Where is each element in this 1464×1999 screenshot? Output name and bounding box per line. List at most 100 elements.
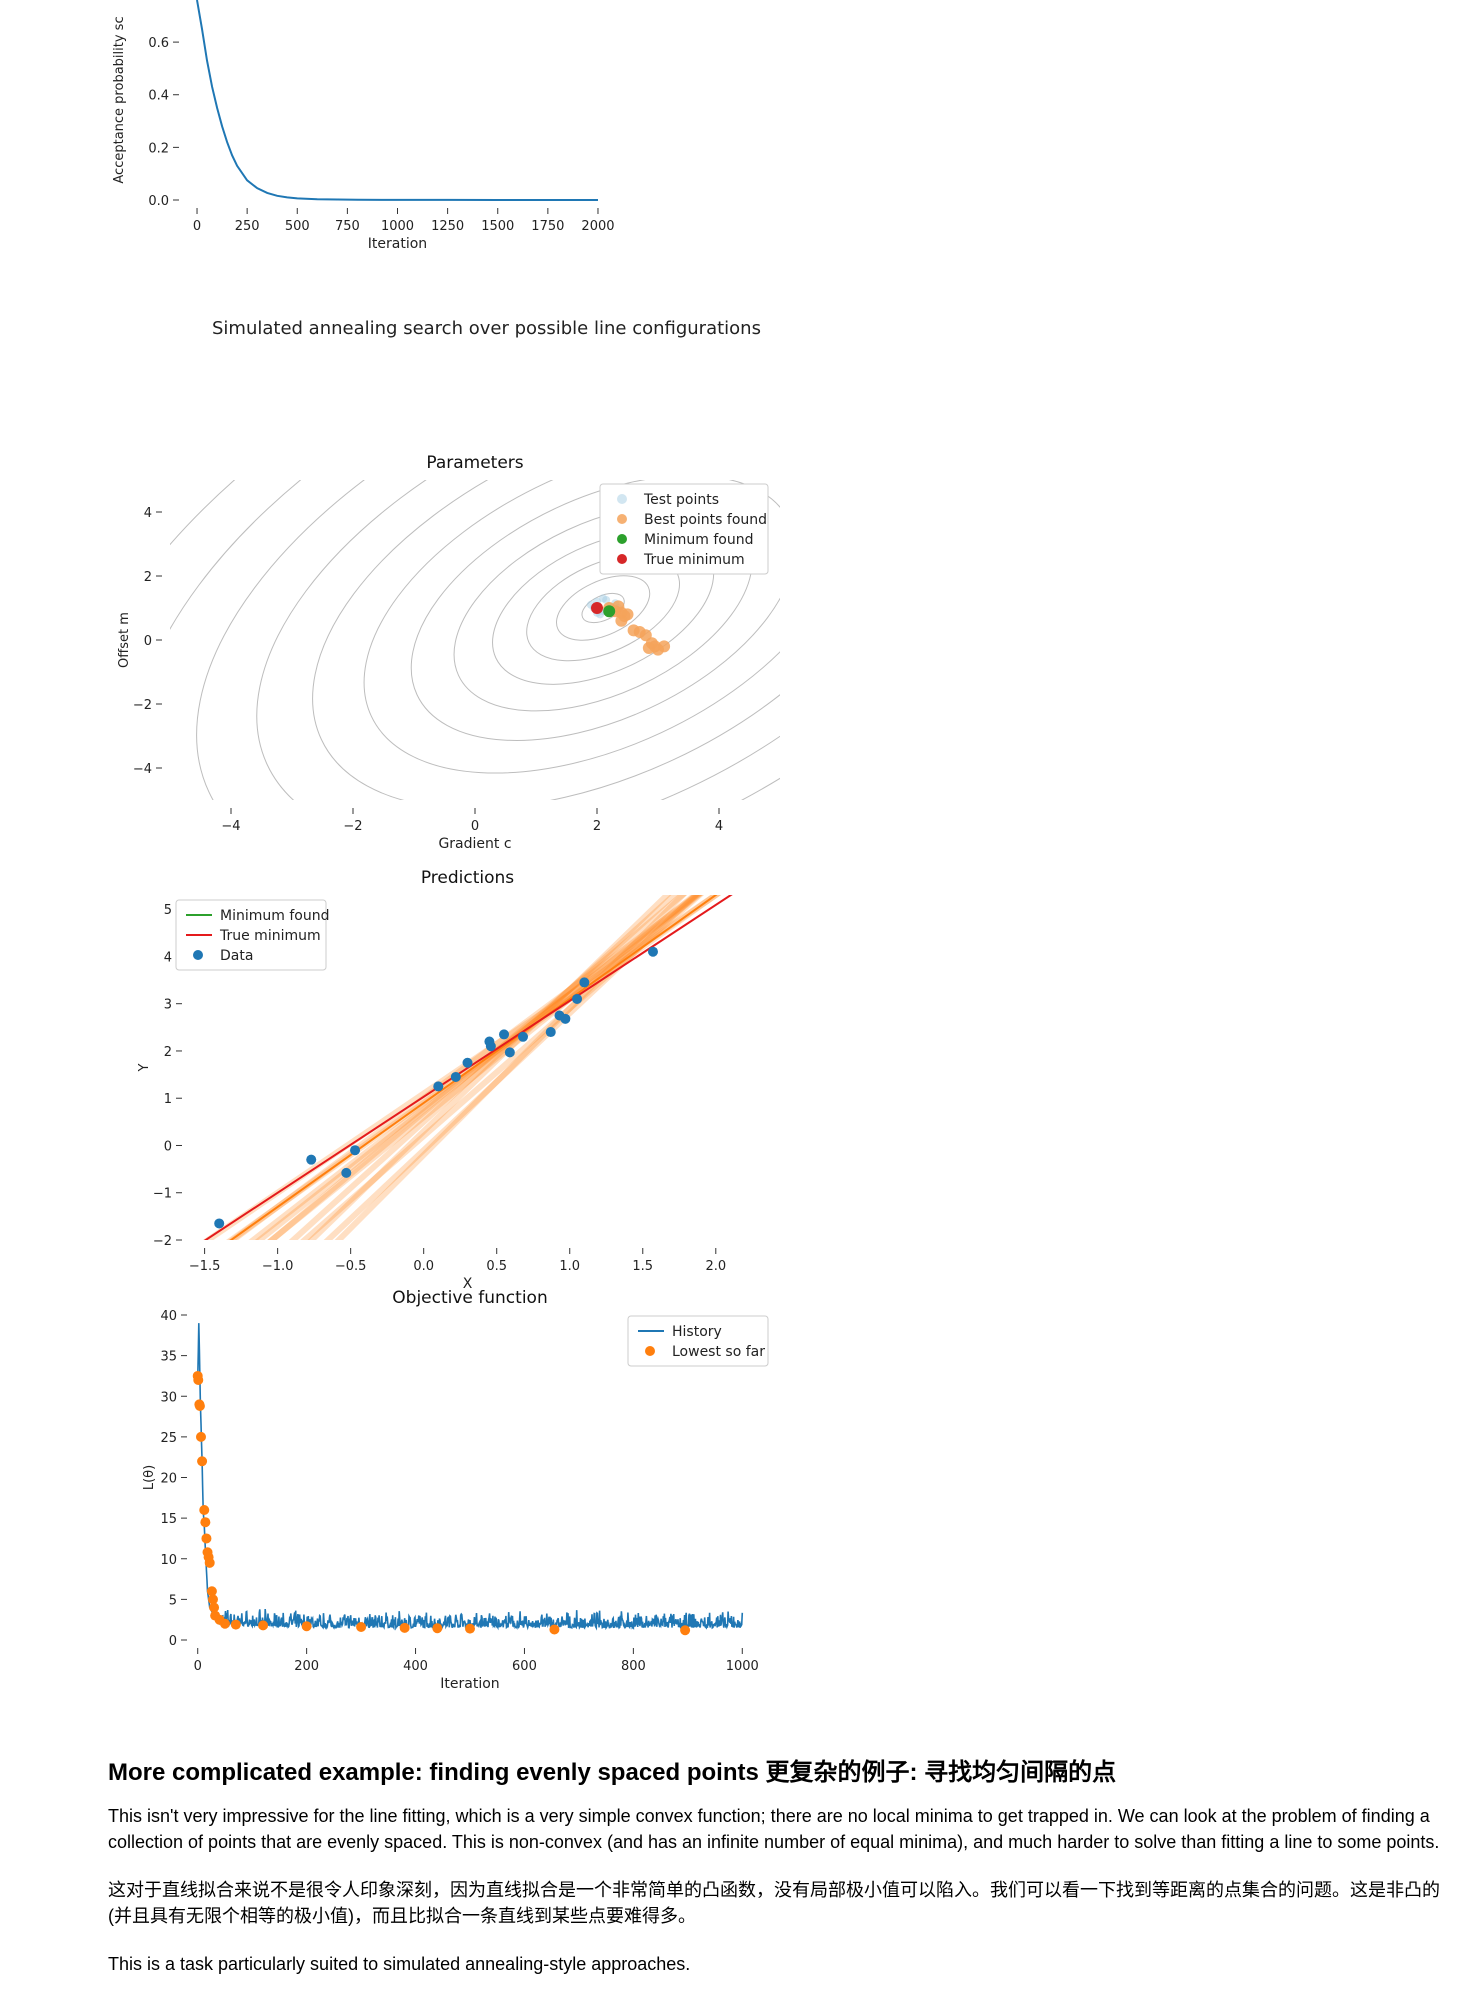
y-axis-label: Y [137,1063,152,1072]
x-tick-label: 4 [715,819,723,834]
data-point [450,1071,461,1082]
legend-swatch [193,950,203,960]
y-tick-label: 15 [160,1512,177,1527]
paragraph-1: This isn't very impressive for the line … [108,1806,1440,1852]
y-tick-label: 0.0 [148,194,169,209]
legend-label: Best points found [644,512,767,528]
x-tick-label: 0 [471,819,479,834]
legend-swatch [617,514,627,524]
y-tick-label: 2 [164,1045,172,1060]
x-tick-label: 1000 [381,219,414,234]
legend-box [599,483,769,575]
x-tick-label: −1.5 [189,1259,221,1274]
contour-line [581,592,625,624]
y-tick-label: 40 [160,1309,177,1324]
true-minimum-line [203,895,733,1240]
x-tick-label: 250 [235,219,260,234]
acceptance-curve [196,0,598,201]
x-axis-label: Iteration [440,1676,499,1692]
lowest-point [197,1456,208,1467]
lowest-point [209,1602,220,1613]
y-tick-label: 0.6 [148,36,169,51]
y-tick-label: 1 [164,1092,172,1107]
lowest-point [199,1505,210,1515]
lowest-point [200,1517,211,1528]
section-text: More complicated example: finding evenly… [108,1752,1448,1999]
x-tick-label: 0.5 [486,1259,507,1274]
chart-title: Parameters [426,453,523,473]
lowest-point [399,1622,410,1633]
param-point [591,602,603,614]
param-point [599,594,608,603]
candidate-line [307,895,672,1240]
y-tick-label: −1 [153,1187,172,1202]
data-point [350,1145,361,1156]
chart-title: Predictions [421,870,514,888]
y-tick-label: 0.2 [148,141,169,156]
y-tick-label: 35 [160,1350,177,1365]
data-point [504,1047,515,1058]
candidate-line [334,895,688,1240]
candidate-line [288,895,679,1240]
y-tick-label: 10 [160,1553,177,1568]
history-line [196,1323,744,1631]
x-axis-label: Gradient c [438,836,511,852]
x-tick-label: 0 [193,219,201,234]
legend-label: True minimum [643,552,745,568]
x-axis-label: Iteration [368,236,427,252]
paragraph-3: This is a task particularly suited to si… [108,1954,691,1974]
lowest-point [201,1533,212,1544]
x-tick-label: 1250 [431,219,464,234]
candidate-line [323,895,701,1240]
lowest-point [206,1586,217,1597]
y-tick-label: 2 [144,570,152,585]
objective-function-chart: 0 200 400 600 800 1000 0 5 10 15 20 25 30 35 40 Iterati… [142,1288,769,1692]
parameters-chart: −4 −2 0 2 4 −4 −2 0 2 4 Gradient c Offset m Paramete… [117,453,780,852]
legend-swatch [617,534,627,544]
legend-label: Minimum found [220,908,329,924]
y-axis-label: Acceptance probability sc [112,16,127,183]
legend-box [627,1315,769,1367]
y-tick-label: 4 [164,950,172,965]
lowest-point [301,1621,312,1632]
contour-line [555,575,651,641]
lowest-point [204,1557,215,1568]
x-tick-label: 0 [194,1659,202,1674]
y-tick-label: 4 [144,506,152,521]
y-tick-label: −2 [133,698,152,713]
y-tick-label: 25 [160,1431,177,1446]
param-point [612,600,625,613]
lowest-point [195,1431,206,1442]
y-axis-label: Offset m [117,612,132,668]
data-point [341,1167,352,1178]
x-tick-label: −2 [343,819,362,834]
x-tick-label: 600 [512,1659,537,1674]
lowest-point [432,1623,443,1634]
y-tick-label: 3 [164,998,172,1013]
minimum-found-line [229,895,718,1240]
contour-line [256,480,780,800]
legend-label: History [672,1324,722,1340]
figure-caption: Simulated annealing search over possible… [212,318,761,339]
x-tick-label: 1.5 [632,1259,653,1274]
x-tick-label: 400 [403,1659,428,1674]
data-point [560,1013,571,1024]
contour-line [196,480,780,800]
x-tick-label: 2000 [581,219,614,234]
y-tick-label: −4 [133,762,152,777]
x-tick-label: −4 [221,819,240,834]
contour-line [363,480,780,774]
param-point [658,640,671,653]
candidate-line [248,895,703,1240]
data-point [545,1027,556,1038]
lowest-point [207,1594,218,1605]
legend-label: True minimum [219,928,321,944]
legend-label: Data [220,948,253,964]
data-point [462,1057,473,1068]
x-tick-label: 1000 [726,1659,759,1674]
lowest-point [194,1401,205,1411]
x-tick-label: 1750 [531,219,564,234]
x-tick-label: 0.0 [413,1259,434,1274]
legend-label: Minimum found [644,532,753,548]
lowest-point [230,1619,241,1630]
